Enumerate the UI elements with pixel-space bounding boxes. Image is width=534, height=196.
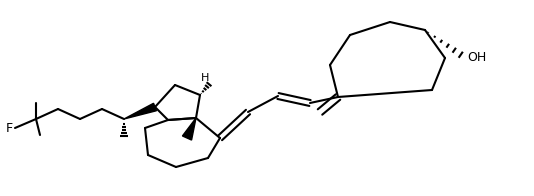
Text: H: H [201,73,209,83]
Text: OH: OH [467,51,486,64]
Polygon shape [124,103,156,119]
Polygon shape [183,118,196,140]
Text: F: F [6,122,13,134]
